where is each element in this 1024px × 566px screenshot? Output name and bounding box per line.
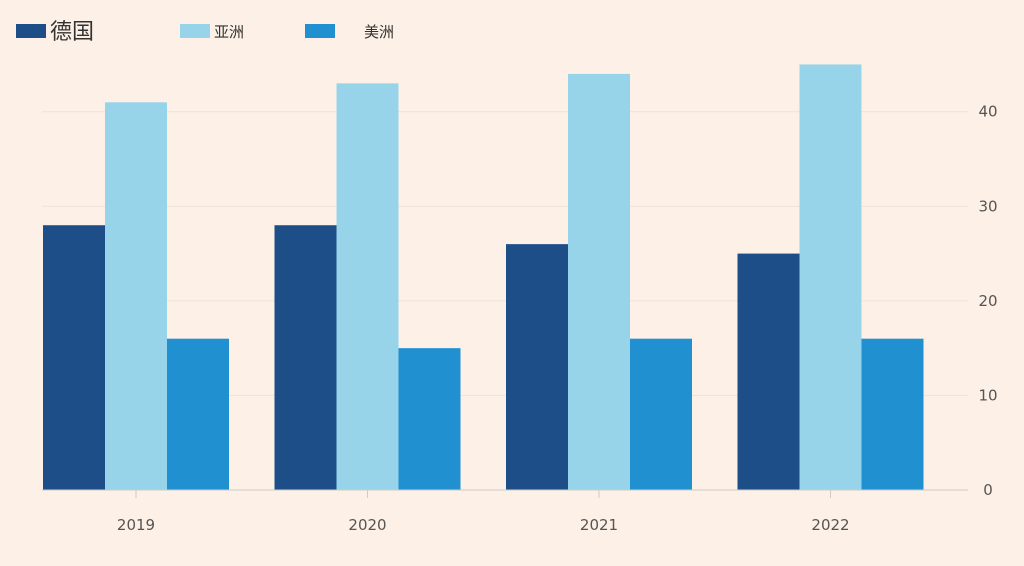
legend-label: 美洲	[364, 23, 394, 41]
x-tick-label: 2019	[117, 516, 155, 534]
legend-swatch	[16, 24, 46, 38]
bar-2020-美洲	[398, 348, 461, 490]
x-tick-label: 2020	[348, 516, 386, 534]
bar-2022-美洲	[861, 338, 924, 490]
bar-2022-德国	[737, 253, 800, 490]
bar-2020-亚洲	[336, 83, 399, 490]
legend-swatch	[305, 24, 335, 38]
bar-2021-美洲	[630, 338, 692, 490]
bar-2021-德国	[506, 244, 568, 490]
legend-label: 德国	[50, 20, 94, 45]
legend-swatch	[180, 24, 210, 38]
x-tick-label: 2022	[811, 516, 849, 534]
legend-label: 亚洲	[214, 23, 244, 41]
bar-2022-亚洲	[799, 64, 862, 491]
bar-2021-亚洲	[568, 73, 630, 491]
y-tick-label: 30	[978, 197, 997, 215]
legend: 德国 亚洲 美洲	[16, 20, 394, 45]
x-tick-label: 2021	[580, 516, 618, 534]
y-tick-labels: 0 10 20 30 40	[978, 103, 997, 499]
bar-2019-美洲	[167, 338, 229, 490]
y-tick-label: 0	[983, 481, 993, 499]
bar-2019-德国	[43, 225, 105, 490]
y-tick-label: 20	[978, 292, 997, 310]
x-tick-labels: 2019 2020 2021 2022	[117, 490, 850, 534]
y-tick-label: 10	[978, 386, 997, 404]
bar-2020-德国	[274, 225, 337, 490]
bar-2019-亚洲	[105, 102, 167, 491]
bars	[43, 64, 924, 491]
y-tick-label: 40	[978, 103, 997, 121]
